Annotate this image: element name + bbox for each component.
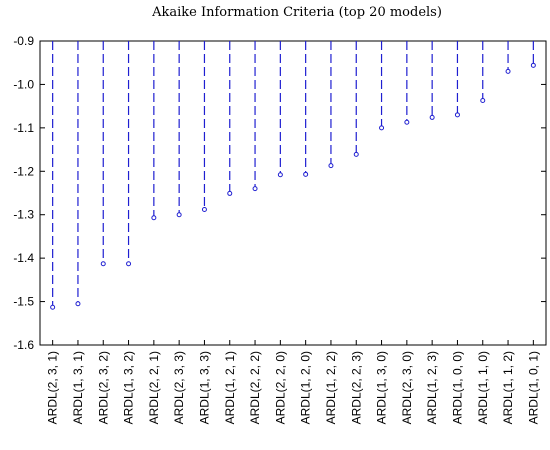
- data-point: [100, 261, 106, 267]
- y-tick-label: -1.0: [13, 77, 34, 91]
- x-tick-label: ARDL(2, 3, 0): [400, 351, 414, 424]
- data-point: [353, 151, 359, 157]
- y-tick-label: -1.3: [13, 208, 34, 222]
- data-point: [303, 171, 309, 177]
- x-tick-label: ARDL(1, 2, 1): [223, 351, 237, 424]
- data-point: [252, 186, 258, 192]
- data-point: [404, 119, 410, 125]
- x-tick-label: ARDL(2, 2, 2): [248, 351, 262, 424]
- x-tick-label: ARDL(1, 3, 0): [375, 351, 389, 424]
- stems-group: [52, 41, 534, 308]
- x-tick-label: ARDL(2, 3, 3): [172, 351, 186, 424]
- x-tick-label: ARDL(1, 3, 2): [122, 351, 136, 424]
- y-tick-label: -1.1: [13, 121, 34, 135]
- data-point: [480, 97, 486, 103]
- x-axis: ARDL(2, 3, 1) ARDL(1, 3, 1) ARDL(2, 3, 2) A…: [46, 340, 540, 424]
- x-tick-label: ARDL(1, 3, 1): [71, 351, 85, 424]
- data-point: [328, 163, 334, 169]
- x-tick-label: ARDL(2, 2, 1): [147, 351, 161, 424]
- data-point: [429, 114, 435, 120]
- y-tick-label: -1.6: [13, 338, 34, 352]
- plot-frame: [39, 40, 547, 346]
- data-point: [227, 190, 233, 196]
- x-tick-label: ARDL(2, 3, 2): [96, 351, 110, 424]
- data-point: [176, 212, 182, 218]
- y-axis: -0.9 -1.0 -1.1 -1.2 -1.3 -1.4 -1.5 -1.6: [13, 34, 546, 352]
- y-tick-label: -1.5: [13, 295, 34, 309]
- x-tick-label: ARDL(2, 3, 1): [46, 351, 60, 424]
- x-tick-label: ARDL(2, 2, 3): [349, 351, 363, 424]
- x-tick-label: ARDL(1, 2, 3): [425, 351, 439, 424]
- data-point: [454, 112, 460, 118]
- x-tick-label: ARDL(1, 3, 3): [197, 351, 211, 424]
- data-point: [530, 62, 536, 68]
- x-tick-label: ARDL(2, 2, 0): [273, 351, 287, 424]
- markers-group: [50, 62, 536, 310]
- x-tick-label: ARDL(1, 0, 1): [526, 351, 540, 424]
- data-point: [277, 172, 283, 178]
- chart-title: Akaike Information Criteria (top 20 mode…: [151, 5, 442, 20]
- x-tick-label: ARDL(1, 2, 2): [324, 351, 338, 424]
- x-tick-label: ARDL(1, 1, 2): [501, 351, 515, 424]
- data-point: [505, 68, 511, 74]
- data-point: [126, 261, 132, 267]
- y-tick-label: -1.4: [13, 251, 34, 265]
- data-point: [151, 215, 157, 221]
- data-point: [75, 301, 81, 307]
- plot-border: [39, 40, 547, 346]
- x-tick-label: ARDL(1, 1, 0): [476, 351, 490, 424]
- x-tick-label: ARDL(1, 2, 0): [299, 351, 313, 424]
- data-point: [379, 125, 385, 131]
- x-tick-label: ARDL(1, 0, 0): [450, 351, 464, 424]
- y-tick-label: -1.2: [13, 164, 34, 178]
- data-point: [50, 304, 56, 310]
- data-point: [201, 207, 207, 213]
- y-tick-label: -0.9: [13, 34, 34, 48]
